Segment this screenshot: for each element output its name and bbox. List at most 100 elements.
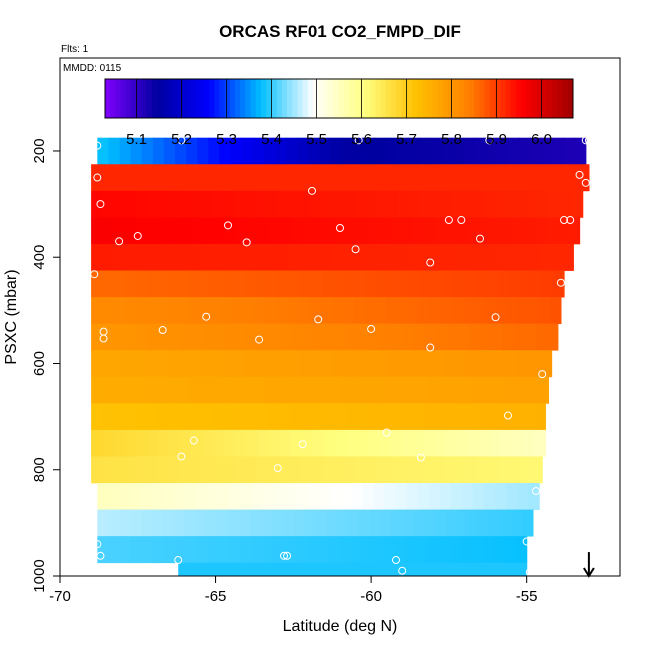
heatmap-cell bbox=[419, 243, 432, 271]
sample-point bbox=[525, 568, 534, 577]
heatmap-cell bbox=[312, 429, 325, 457]
heatmap-cell bbox=[546, 323, 559, 351]
x-tick-label: -55 bbox=[516, 588, 538, 605]
heatmap-cell bbox=[309, 190, 322, 218]
heatmap-cell bbox=[279, 429, 292, 457]
heatmap-cell bbox=[152, 137, 165, 165]
heatmap-cell bbox=[463, 350, 476, 378]
heatmap-cell bbox=[135, 429, 148, 457]
heatmap-cell bbox=[286, 137, 298, 165]
heatmap-cell bbox=[134, 297, 147, 325]
heatmap-cell bbox=[197, 137, 209, 165]
heatmap-cell bbox=[298, 562, 310, 577]
sample-point bbox=[556, 278, 565, 287]
heatmap-cell bbox=[152, 483, 165, 510]
heatmap-cell bbox=[190, 403, 203, 431]
colorbar-swatch bbox=[323, 79, 330, 118]
heatmap-cell bbox=[119, 509, 131, 537]
y-tick-label: 600 bbox=[31, 351, 48, 376]
heatmap-cell bbox=[424, 509, 436, 537]
heatmap-cell bbox=[408, 137, 420, 165]
heatmap-cell bbox=[287, 376, 299, 404]
colorbar-swatch bbox=[141, 79, 148, 118]
heatmap-cell bbox=[345, 164, 358, 192]
colorbar-swatch bbox=[203, 79, 210, 118]
heatmap-cell bbox=[324, 217, 336, 245]
heatmap-cell bbox=[202, 217, 214, 245]
heatmap-cell bbox=[290, 429, 303, 457]
heatmap-cell bbox=[540, 350, 553, 378]
heatmap-cell bbox=[434, 429, 447, 457]
heatmap-cell bbox=[222, 243, 235, 271]
heatmap-cell bbox=[317, 536, 330, 564]
heatmap-cell bbox=[417, 562, 430, 577]
colorbar-swatch bbox=[406, 79, 413, 118]
heatmap-cell bbox=[124, 456, 136, 484]
heatmap-cell bbox=[320, 297, 333, 325]
heatmap-cell bbox=[112, 376, 125, 404]
heatmap-cell bbox=[257, 164, 269, 192]
heatmap-cell bbox=[200, 376, 212, 404]
colorbar-swatch bbox=[183, 79, 189, 118]
heatmap-cell bbox=[291, 323, 303, 351]
heatmap-cell bbox=[535, 323, 548, 351]
heatmap-cell bbox=[406, 562, 419, 577]
colorbar-swatch bbox=[396, 79, 402, 118]
heatmap-cell bbox=[235, 323, 248, 351]
heatmap-cell bbox=[420, 350, 432, 378]
heatmap-cell bbox=[145, 297, 158, 325]
heatmap-cell bbox=[311, 270, 323, 298]
heatmap-cell bbox=[568, 217, 581, 245]
heatmap-cell bbox=[179, 403, 192, 431]
heatmap-cell bbox=[429, 190, 442, 218]
heatmap-cell bbox=[297, 137, 309, 165]
heatmap-cell bbox=[265, 562, 277, 577]
heatmap-cell bbox=[123, 376, 136, 404]
heatmap-cell bbox=[368, 403, 380, 431]
heatmap-cell bbox=[189, 297, 201, 325]
heatmap-cell bbox=[449, 536, 462, 564]
heatmap-cell bbox=[501, 217, 514, 245]
colorbar-swatch bbox=[411, 79, 418, 118]
heatmap-cell bbox=[454, 270, 466, 298]
sample-point bbox=[280, 551, 288, 560]
heatmap-cell bbox=[474, 137, 487, 165]
heatmap-cell bbox=[134, 350, 147, 378]
heatmap-cell bbox=[399, 270, 411, 298]
heatmap-cell bbox=[515, 376, 528, 404]
heatmap-cell bbox=[485, 137, 498, 165]
heatmap-cell bbox=[265, 376, 277, 404]
heatmap-cell bbox=[350, 536, 363, 564]
heatmap-cell bbox=[487, 456, 499, 484]
heatmap-cell bbox=[483, 483, 496, 510]
heatmap-cell bbox=[441, 350, 454, 378]
heatmap-cell bbox=[347, 509, 360, 537]
heatmap-cell bbox=[364, 297, 376, 325]
heatmap-cell bbox=[443, 270, 455, 298]
heatmap-cell bbox=[168, 164, 181, 192]
heatmap-cell bbox=[130, 536, 142, 564]
sample-point bbox=[382, 428, 391, 437]
heatmap-cell bbox=[190, 429, 203, 457]
x-axis: -70 -65 -60 -55 bbox=[49, 576, 538, 605]
heatmap-cell bbox=[168, 403, 181, 431]
heatmap-cell bbox=[473, 297, 486, 325]
heatmap-cell bbox=[401, 403, 413, 431]
heatmap-cell bbox=[276, 297, 289, 325]
heatmap-cell bbox=[342, 190, 354, 218]
sample-point bbox=[584, 136, 593, 145]
sample-point bbox=[354, 136, 363, 145]
heatmap-cell bbox=[235, 429, 247, 457]
heatmap-cell bbox=[157, 270, 169, 298]
heatmap-cell bbox=[443, 456, 455, 484]
heatmap-cell bbox=[156, 376, 168, 404]
heatmap-cell bbox=[210, 376, 223, 404]
sample-point bbox=[560, 216, 568, 225]
heatmap-cell bbox=[394, 536, 407, 564]
heatmap-cell bbox=[257, 217, 270, 245]
colorbar-tick-label: 5.4 bbox=[261, 131, 282, 148]
heatmap-cell bbox=[276, 562, 288, 577]
heatmap-cell bbox=[212, 403, 225, 431]
heatmap-cell bbox=[91, 297, 103, 325]
colorbar-swatch bbox=[276, 79, 283, 118]
